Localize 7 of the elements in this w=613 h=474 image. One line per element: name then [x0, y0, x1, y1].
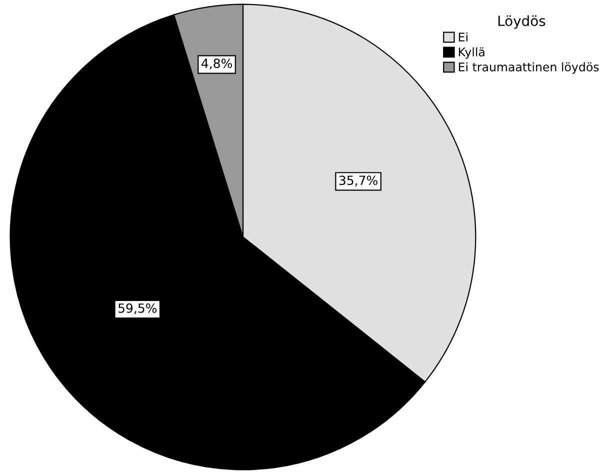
- legend-label: Kyllä: [458, 47, 484, 59]
- legend-label: Ei traumaattinen löydös: [458, 62, 599, 74]
- data-label: 4,8%: [202, 58, 232, 70]
- data-label: 35,7%: [339, 176, 378, 186]
- legend-title: Löydös: [498, 15, 546, 29]
- legend-label: Ei: [458, 32, 468, 42]
- data-label: 59,5%: [118, 303, 157, 314]
